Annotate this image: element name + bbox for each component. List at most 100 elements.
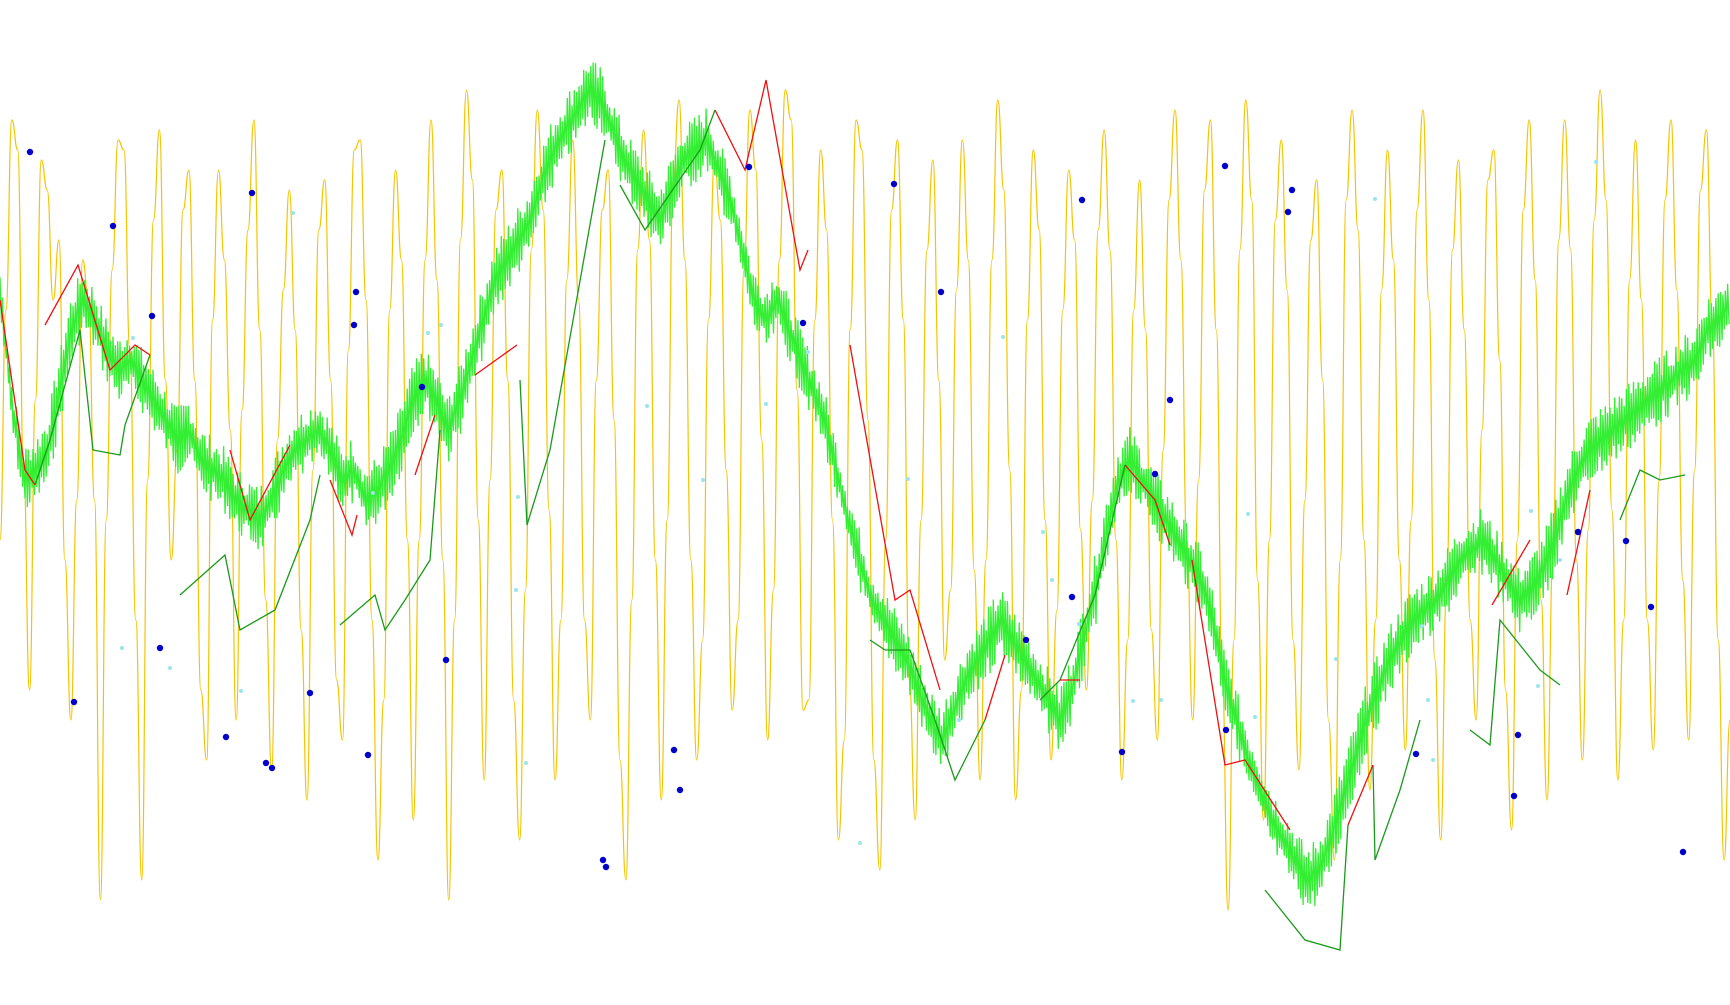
marker-dark-36 [1574,528,1582,536]
zigzag-down-segment-12 [1347,764,1374,826]
marker-dark-18 [676,786,684,794]
marker-dark-32 [1288,186,1296,194]
marker-dark-13 [418,383,426,391]
marker-dark-0 [26,148,34,156]
zigzag-down-segment-13 [1491,539,1531,606]
zigzag-down-segment-10 [1124,464,1171,546]
zigzag-down-segment-14 [1566,489,1591,596]
marker-dark-24 [1068,593,1076,601]
marker-dark-4 [156,644,164,652]
zigzag-up-segment-0 [34,329,151,486]
marker-light-4 [291,211,295,215]
marker-dark-10 [352,288,360,296]
marker-light-0 [131,336,135,340]
marker-light-3 [239,689,243,693]
marker-light-17 [957,718,961,722]
oscillator-line [0,89,1730,911]
marker-light-31 [1536,684,1540,688]
marker-light-18 [1001,335,1005,339]
marker-dark-30 [1222,726,1230,734]
marker-dark-19 [745,163,753,171]
zigzag-down-segment-6 [714,79,809,273]
zigzag-up-segment-6 [1039,464,1126,701]
zigzag-layer [0,79,1686,951]
marker-dark-37 [1622,537,1630,545]
price-line [0,62,1730,907]
marker-light-29 [1426,698,1430,702]
zigzag-down-segment-1 [44,263,151,372]
zigzag-down-segment-7 [849,344,941,691]
marker-light-19 [1041,530,1045,534]
marker-dark-7 [262,759,270,767]
marker-dark-5 [222,733,230,741]
marker-dark-39 [1679,848,1687,856]
marker-dark-2 [148,312,156,320]
marker-light-12 [701,478,705,482]
marker-dark-21 [890,180,898,188]
marker-light-6 [439,323,443,327]
marker-light-9 [516,495,520,499]
marker-light-13 [764,402,768,406]
marker-light-15 [858,841,862,845]
marker-light-2 [168,666,172,670]
zigzag-up-segment-3 [519,139,606,526]
zigzag-up-segment-4 [619,109,716,232]
marker-dark-28 [1118,748,1126,756]
marker-dark-15 [599,856,607,864]
marker-dark-9 [306,689,314,697]
marker-light-1 [120,646,124,650]
marker-dark-35 [1510,792,1518,800]
marker-light-21 [1077,622,1081,626]
marker-dark-6 [248,189,256,197]
marker-light-28 [1420,624,1424,628]
marker-light-11 [645,404,649,408]
marker-light-22 [1131,699,1135,703]
marker-dark-27 [1166,396,1174,404]
marker-dark-12 [364,751,372,759]
marker-light-14 [806,350,810,354]
zigzag-up-segment-8 [1372,719,1421,861]
marker-dark-1 [109,222,117,230]
marker-light-23 [1159,698,1163,702]
marker-light-5 [371,491,375,495]
marker-dark-17 [670,746,678,754]
zigzag-down-segment-3 [329,479,358,538]
marker-light-20 [1050,578,1054,582]
zigzag-up-segment-5 [869,639,986,782]
marker-light-8 [514,588,518,592]
marker-dark-31 [1284,208,1292,216]
price-layer [0,62,1730,907]
marker-light-16 [906,477,910,481]
marker-light-10 [524,761,528,765]
zigzag-down-segment-8 [984,654,1006,721]
marker-dark-33 [1412,750,1420,758]
marker-dark-22 [937,288,945,296]
marker-dark-34 [1514,731,1522,739]
zigzag-down-segment-4 [414,414,436,476]
zigzag-down-segment-11 [1191,559,1291,831]
marker-dark-3 [70,698,78,706]
marker-dark-23 [1022,636,1030,644]
zigzag-up-segment-7 [1264,824,1349,951]
marker-dark-14 [442,656,450,664]
marker-dark-25 [1078,196,1086,204]
marker-light-30 [1431,758,1435,762]
marker-light-27 [1373,197,1377,201]
marker-light-25 [1246,512,1250,516]
marker-light-7 [426,331,430,335]
marker-light-34 [1594,160,1598,164]
zigzag-down-segment-2 [229,444,291,522]
marker-dark-29 [1221,162,1229,170]
zigzag-up-segment-9 [1469,618,1561,747]
zigzag-down-segment-0 [0,299,36,486]
marker-light-32 [1558,558,1562,562]
marker-dark-8 [268,764,276,772]
zigzag-up-segment-10 [1619,469,1686,521]
marker-dark-26 [1151,470,1159,478]
zigzag-up-segment-2 [339,429,441,632]
marker-dark-11 [350,321,358,329]
marker-light-33 [1529,509,1533,513]
marker-light-24 [1253,715,1257,719]
marker-dark-38 [1647,603,1655,611]
